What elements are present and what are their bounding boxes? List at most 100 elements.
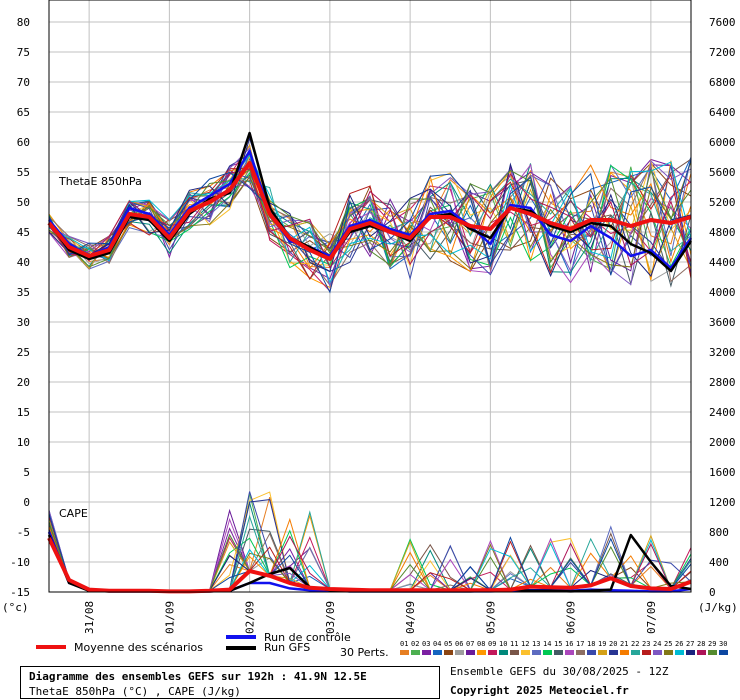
right-tick-label: 1600 xyxy=(709,466,736,479)
left-tick-label: 55 xyxy=(17,166,30,179)
right-tick-label: 400 xyxy=(709,556,729,569)
perturbation-legend: 01 02 03 04 05 06 07 08 09 10 11 12 13 14 15 16 17 18 19 20… xyxy=(400,640,728,655)
pert-swatch xyxy=(697,650,706,655)
right-tick-label: 7200 xyxy=(709,46,736,59)
legend-control-label: Run de contrôle xyxy=(264,631,351,644)
pert-number: 01 xyxy=(400,640,408,648)
left-tick-label: 10 xyxy=(17,436,30,449)
pert-swatch xyxy=(455,650,464,655)
thetae-control-line xyxy=(48,149,693,270)
thetae-ensemble-line xyxy=(48,158,692,280)
pert-swatch xyxy=(686,650,695,655)
left-tick-label: 15 xyxy=(17,406,30,419)
copyright: Copyright 2025 Meteociel.fr xyxy=(450,684,629,697)
pert-number: 29 xyxy=(708,640,716,648)
left-tick-label: 50 xyxy=(17,196,30,209)
left-tick-label: 40 xyxy=(17,256,30,269)
pert-number: 20 xyxy=(609,640,617,648)
x-tick-label: 02/09 xyxy=(244,601,257,634)
pert-swatch xyxy=(466,650,475,655)
x-tick-label: 03/09 xyxy=(324,601,337,634)
cape-mean-line xyxy=(47,537,692,594)
left-axis-unit: (°c) xyxy=(2,601,29,614)
thetae-ensemble-line xyxy=(48,136,692,278)
pert-number: 09 xyxy=(488,640,496,648)
pert-number: 13 xyxy=(532,640,540,648)
left-tick-label: -5 xyxy=(17,526,30,539)
pert-swatch xyxy=(488,650,497,655)
pert-swatch xyxy=(411,650,420,655)
pert-swatch xyxy=(422,650,431,655)
x-tick-label: 31/08 xyxy=(83,601,96,634)
pert-number: 25 xyxy=(664,640,672,648)
pert-number: 06 xyxy=(455,640,463,648)
pert-swatch xyxy=(532,650,541,655)
pert-swatch xyxy=(587,650,596,655)
pert-swatch xyxy=(400,650,409,655)
left-tick-label: 0 xyxy=(23,496,30,509)
run-info: Ensemble GEFS du 30/08/2025 - 12Z xyxy=(450,665,669,678)
pert-swatch xyxy=(719,650,728,655)
pert-swatch xyxy=(653,650,662,655)
pert-number: 05 xyxy=(444,640,452,648)
pert-swatch xyxy=(631,650,640,655)
right-tick-label: 7600 xyxy=(709,16,736,29)
left-tick-label: 35 xyxy=(17,286,30,299)
pert-number: 11 xyxy=(510,640,518,648)
cape-panel-label: CAPE xyxy=(59,507,88,520)
pert-number: 02 xyxy=(411,640,419,648)
right-tick-label: 5600 xyxy=(709,166,736,179)
right-tick-label: 2000 xyxy=(709,436,736,449)
left-tick-label: -10 xyxy=(10,556,30,569)
pert-swatch xyxy=(554,650,563,655)
left-tick-label: 80 xyxy=(17,16,30,29)
pert-number: 27 xyxy=(686,640,694,648)
pert-number: 16 xyxy=(565,640,573,648)
plot-area xyxy=(49,0,691,592)
chart-title: Diagramme des ensembles GEFS sur 192h : … xyxy=(29,670,367,683)
pert-swatch xyxy=(675,650,684,655)
pert-number: 15 xyxy=(554,640,562,648)
left-tick-label: 75 xyxy=(17,46,30,59)
x-tick-label: 01/09 xyxy=(163,601,176,634)
thetae-ensemble-line xyxy=(48,161,692,270)
thetae-ensemble-line xyxy=(48,168,692,280)
pert-number: 28 xyxy=(697,640,705,648)
pert-number: 18 xyxy=(587,640,595,648)
left-tick-label: 25 xyxy=(17,346,30,359)
pert-number: 24 xyxy=(653,640,661,648)
left-tick-label: 65 xyxy=(17,106,30,119)
pert-swatch xyxy=(499,650,508,655)
pert-number: 07 xyxy=(466,640,474,648)
thetae-ensemble-line xyxy=(48,169,692,268)
x-tick-label: 05/09 xyxy=(484,601,497,634)
pert-number: 17 xyxy=(576,640,584,648)
thetae-gfs-line xyxy=(47,131,693,273)
left-tick-label: 30 xyxy=(17,316,30,329)
pert-number: 26 xyxy=(675,640,683,648)
left-tick-label: 60 xyxy=(17,136,30,149)
pert-number: 22 xyxy=(631,640,639,648)
pert-swatch xyxy=(576,650,585,655)
right-tick-label: 5200 xyxy=(709,196,736,209)
legend-gfs-label: Run GFS xyxy=(264,641,310,654)
pert-number: 23 xyxy=(642,640,650,648)
thetae-mean-line xyxy=(47,161,692,261)
left-tick-label: 5 xyxy=(23,466,30,479)
pert-swatch xyxy=(609,650,618,655)
chart-title-box: Diagramme des ensembles GEFS sur 192h : … xyxy=(20,666,440,699)
pert-swatch xyxy=(664,650,673,655)
pert-swatch xyxy=(642,650,651,655)
left-tick-label: 45 xyxy=(17,226,30,239)
pert-number: 19 xyxy=(598,640,606,648)
right-tick-label: 6400 xyxy=(709,106,736,119)
pert-swatch xyxy=(510,650,519,655)
pert-swatch xyxy=(477,650,486,655)
x-tick-label: 04/09 xyxy=(404,601,417,634)
x-tick-label: 06/09 xyxy=(565,601,578,634)
pert-swatch xyxy=(565,650,574,655)
pert-swatch xyxy=(543,650,552,655)
right-tick-label: 0 xyxy=(709,586,716,599)
